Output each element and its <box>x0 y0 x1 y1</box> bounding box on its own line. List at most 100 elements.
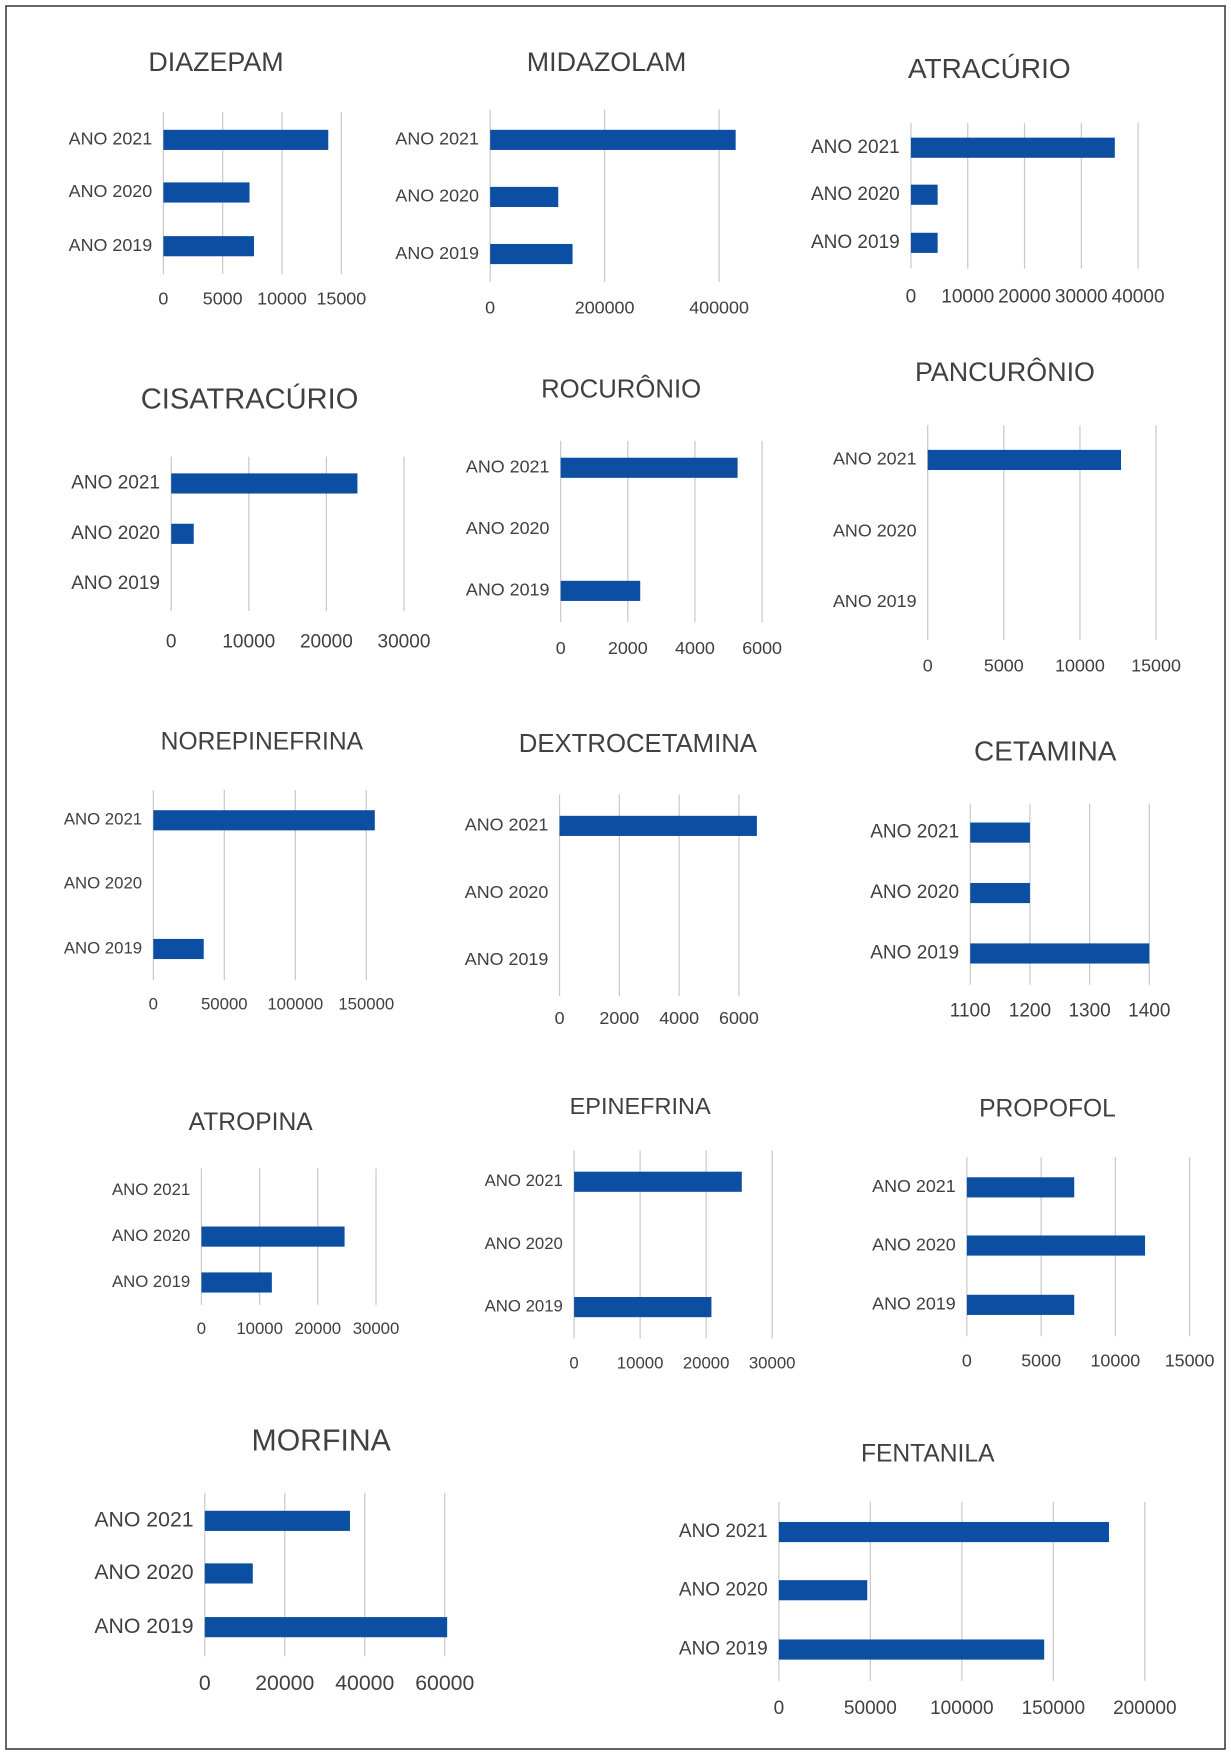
bar <box>204 1563 253 1584</box>
x-tick-label: 100000 <box>267 994 323 1013</box>
x-tick-label: 10000 <box>1090 1351 1140 1371</box>
chart-title: PANCURÔNIO <box>915 356 1095 387</box>
y-tick-label: ANO 2019 <box>833 591 917 611</box>
x-tick-label: 2000 <box>599 1008 639 1028</box>
bar <box>163 236 255 257</box>
bar <box>910 232 938 253</box>
y-tick-label: ANO 2019 <box>69 235 153 255</box>
y-tick-label: ANO 2021 <box>64 810 142 829</box>
y-tick-label: ANO 2021 <box>833 449 917 469</box>
y-tick-label: ANO 2020 <box>112 1226 190 1245</box>
x-tick-label: 20000 <box>300 631 353 652</box>
y-tick-label: ANO 2020 <box>811 184 900 205</box>
x-tick-label: 20000 <box>683 1354 730 1373</box>
y-tick-label: ANO 2019 <box>64 938 142 957</box>
y-tick-label: ANO 2021 <box>466 457 550 477</box>
x-tick-label: 0 <box>962 1351 972 1371</box>
x-tick-label: 0 <box>774 1698 785 1719</box>
bar <box>490 243 573 265</box>
y-tick-label: ANO 2019 <box>466 580 550 600</box>
chart-title: MIDAZOLAM <box>527 47 687 77</box>
chart-title: ATRACÚRIO <box>908 53 1071 84</box>
y-tick-label: ANO 2020 <box>395 186 479 206</box>
x-tick-label: 0 <box>149 994 158 1013</box>
chart-title: PROPOFOL <box>979 1096 1116 1123</box>
bar <box>163 182 250 203</box>
x-tick-label: 0 <box>166 631 177 652</box>
bar <box>560 580 641 601</box>
x-tick-label: 4000 <box>675 638 715 658</box>
y-tick-label: ANO 2020 <box>64 874 142 893</box>
y-tick-label: ANO 2019 <box>465 949 549 969</box>
y-tick-label: ANO 2020 <box>69 181 153 201</box>
bar <box>966 1235 1146 1256</box>
x-tick-label: 40000 <box>1112 287 1165 308</box>
x-tick-label: 50000 <box>201 994 248 1013</box>
x-tick-label: 15000 <box>1165 1351 1215 1371</box>
x-tick-label: 1100 <box>950 1001 991 1022</box>
x-tick-label: 1400 <box>1128 1001 1170 1022</box>
y-tick-label: ANO 2020 <box>465 882 549 902</box>
x-tick-label: 20000 <box>255 1671 314 1695</box>
bar <box>163 129 329 150</box>
x-tick-label: 30000 <box>749 1354 796 1373</box>
y-tick-label: ANO 2021 <box>94 1507 193 1531</box>
y-tick-label: ANO 2021 <box>811 137 900 158</box>
y-tick-label: ANO 2019 <box>71 573 160 594</box>
y-tick-label: ANO 2020 <box>466 518 550 538</box>
x-tick-label: 10000 <box>617 1354 664 1373</box>
y-tick-label: ANO 2021 <box>69 129 153 149</box>
y-tick-label: ANO 2019 <box>872 1294 956 1314</box>
x-tick-label: 150000 <box>338 994 394 1013</box>
x-tick-label: 400000 <box>689 298 749 318</box>
y-tick-label: ANO 2021 <box>679 1521 768 1542</box>
x-tick-label: 0 <box>158 289 168 309</box>
bar <box>490 186 559 208</box>
y-tick-label: ANO 2021 <box>485 1171 563 1190</box>
y-tick-label: ANO 2020 <box>870 882 959 903</box>
x-tick-label: 1200 <box>1009 1001 1051 1022</box>
x-tick-label: 100000 <box>930 1698 993 1719</box>
bar <box>201 1226 345 1247</box>
y-tick-label: ANO 2021 <box>71 472 160 493</box>
y-tick-label: ANO 2021 <box>395 129 479 149</box>
x-tick-label: 6000 <box>719 1008 759 1028</box>
bar <box>970 822 1030 843</box>
y-tick-label: ANO 2019 <box>485 1297 563 1316</box>
bar <box>201 1272 272 1293</box>
x-tick-label: 20000 <box>295 1319 342 1338</box>
x-tick-label: 5000 <box>1021 1351 1061 1371</box>
x-tick-label: 30000 <box>378 631 431 652</box>
x-tick-label: 0 <box>199 1671 211 1695</box>
x-tick-label: 0 <box>485 298 495 318</box>
bar <box>778 1580 868 1601</box>
x-tick-label: 40000 <box>335 1671 394 1695</box>
bar <box>171 473 358 494</box>
bar <box>171 523 194 544</box>
bar <box>927 449 1122 471</box>
y-tick-label: ANO 2019 <box>679 1639 768 1660</box>
y-tick-label: ANO 2021 <box>465 815 549 835</box>
bar <box>204 1510 350 1531</box>
x-tick-label: 10000 <box>257 289 307 309</box>
y-tick-label: ANO 2020 <box>872 1234 956 1254</box>
chart-title: EPINEFRINA <box>570 1093 711 1119</box>
x-tick-label: 0 <box>555 1008 565 1028</box>
x-tick-label: 30000 <box>1055 287 1108 308</box>
x-tick-label: 20000 <box>998 287 1051 308</box>
x-tick-label: 1300 <box>1068 1001 1110 1022</box>
bar <box>910 184 938 205</box>
y-tick-label: ANO 2020 <box>679 1579 768 1600</box>
bar <box>966 1177 1075 1198</box>
x-tick-label: 0 <box>569 1354 578 1373</box>
y-tick-label: ANO 2019 <box>870 942 959 963</box>
x-tick-label: 6000 <box>742 638 782 658</box>
chart-title: DEXTROCETAMINA <box>519 730 758 758</box>
chart-title: MORFINA <box>252 1424 392 1457</box>
x-tick-label: 60000 <box>415 1671 474 1695</box>
y-tick-label: ANO 2019 <box>811 232 900 253</box>
x-tick-label: 10000 <box>941 287 994 308</box>
chart-title: ATROPINA <box>189 1109 314 1136</box>
chart-title: FENTANILA <box>861 1440 995 1467</box>
